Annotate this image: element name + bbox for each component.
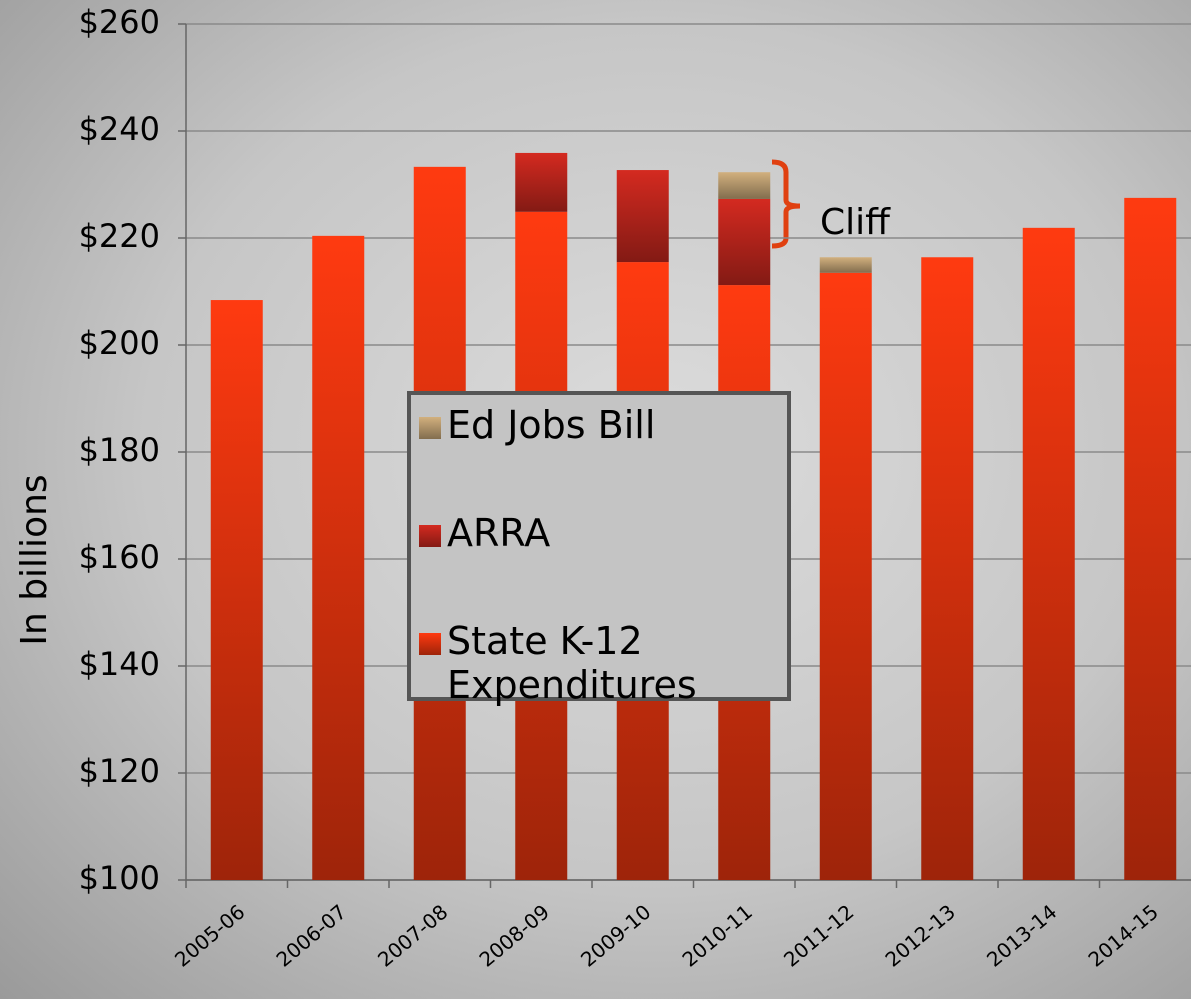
bar-segment bbox=[921, 257, 974, 880]
y-tick-label: $260 bbox=[79, 3, 160, 41]
legend-entry: Ed Jobs Bill bbox=[419, 403, 767, 447]
y-tick-label: $120 bbox=[79, 752, 160, 790]
bar-segment bbox=[616, 170, 669, 263]
x-tick-label: 2012-13 bbox=[881, 900, 960, 972]
legend: Ed Jobs Bill ARRA State K-12 Expenditures bbox=[407, 391, 791, 707]
y-tick-label: $140 bbox=[79, 645, 160, 683]
bar-segment bbox=[1022, 227, 1075, 880]
annotation: Cliff bbox=[820, 202, 891, 243]
x-tick-label: 2008-09 bbox=[475, 900, 554, 972]
bar-segment bbox=[210, 300, 263, 880]
legend-swatch bbox=[419, 417, 441, 439]
y-tick-label: $100 bbox=[79, 859, 160, 897]
cliff-bracket bbox=[771, 159, 801, 249]
legend-label: Ed Jobs Bill bbox=[447, 403, 656, 447]
x-tick-label: 2010-11 bbox=[678, 900, 757, 972]
bar-segment bbox=[819, 272, 872, 880]
legend-entry: State K-12 Expenditures bbox=[419, 619, 767, 707]
x-tick-label: 2005-06 bbox=[170, 900, 249, 972]
y-tick-label: $200 bbox=[79, 324, 160, 362]
x-tick-label: 2007-08 bbox=[373, 900, 452, 972]
legend-label: ARRA bbox=[447, 511, 551, 555]
bar-segment bbox=[819, 257, 872, 273]
x-tick-label: 2011-12 bbox=[779, 900, 858, 972]
legend-label: State K-12 Expenditures bbox=[447, 619, 697, 707]
bar-segment bbox=[718, 198, 771, 286]
bar-segment bbox=[718, 172, 771, 199]
legend-swatch bbox=[419, 525, 441, 547]
y-tick-label: $180 bbox=[79, 431, 160, 469]
x-tick-label: 2006-07 bbox=[272, 900, 351, 972]
bar-segment bbox=[1124, 197, 1177, 880]
y-tick-label: $160 bbox=[79, 538, 160, 576]
legend-entry: ARRA bbox=[419, 511, 767, 555]
y-tick-label: $240 bbox=[79, 110, 160, 148]
bar-segment bbox=[515, 152, 568, 212]
y-tick-label: $220 bbox=[79, 217, 160, 255]
x-tick-label: 2013-14 bbox=[982, 900, 1061, 972]
x-tick-label: 2009-10 bbox=[576, 900, 655, 972]
x-tick-label: 2014-15 bbox=[1084, 900, 1163, 972]
legend-swatch bbox=[419, 633, 441, 655]
y-axis-label: In billions bbox=[14, 474, 55, 645]
bar-segment bbox=[312, 235, 365, 881]
